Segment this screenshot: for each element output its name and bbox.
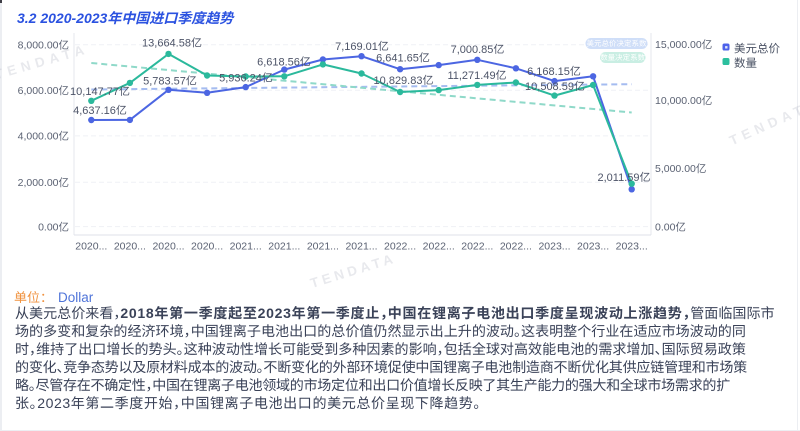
svg-text:5,936.24亿: 5,936.24亿 xyxy=(219,72,273,85)
svg-text:2023...: 2023... xyxy=(616,241,648,253)
svg-text:2023...: 2023... xyxy=(577,241,609,253)
svg-text:2,000.00亿: 2,000.00亿 xyxy=(18,176,69,189)
svg-text:2023...: 2023... xyxy=(538,241,570,253)
svg-text:0.00亿: 0.00亿 xyxy=(38,220,69,233)
svg-text:11,271.49亿: 11,271.49亿 xyxy=(447,69,506,82)
svg-text:7,169.01亿: 7,169.01亿 xyxy=(335,40,389,53)
svg-text:美元总价: 美元总价 xyxy=(734,43,780,56)
svg-text:10,829.83亿: 10,829.83亿 xyxy=(374,74,434,87)
svg-text:15,000.00亿: 15,000.00亿 xyxy=(655,38,712,51)
svg-text:6,618.56亿: 6,618.56亿 xyxy=(257,56,311,69)
svg-text:13,664.58亿: 13,664.58亿 xyxy=(142,37,202,50)
svg-text:2021...: 2021... xyxy=(230,241,262,253)
svg-text:2020...: 2020... xyxy=(114,241,146,253)
svg-text:2021...: 2021... xyxy=(268,241,300,253)
svg-text:2021...: 2021... xyxy=(345,241,377,253)
svg-text:美元总价决定系数: 美元总价决定系数 xyxy=(587,39,647,48)
svg-text:6,000.00亿: 6,000.00亿 xyxy=(18,84,69,97)
svg-text:2021...: 2021... xyxy=(307,241,339,253)
svg-text:5,783.57亿: 5,783.57亿 xyxy=(143,75,197,88)
svg-text:10,000.00亿: 10,000.00亿 xyxy=(655,94,712,107)
svg-text:7,000.85亿: 7,000.85亿 xyxy=(451,43,505,56)
svg-text:2,011.59亿: 2,011.59亿 xyxy=(597,171,650,184)
svg-text:数量: 数量 xyxy=(734,57,757,70)
svg-text:8,000.00亿: 8,000.00亿 xyxy=(18,39,69,52)
svg-text:2020...: 2020... xyxy=(191,241,223,253)
svg-text:4,637.16亿: 4,637.16亿 xyxy=(73,104,127,117)
svg-text:2022...: 2022... xyxy=(461,241,493,253)
svg-text:5,000.00亿: 5,000.00亿 xyxy=(655,162,706,175)
svg-text:2020...: 2020... xyxy=(152,241,184,253)
svg-text:10,147.77亿: 10,147.77亿 xyxy=(70,85,130,98)
svg-text:数量决定系数: 数量决定系数 xyxy=(600,53,645,62)
svg-text:6,641.65亿: 6,641.65亿 xyxy=(376,52,430,65)
svg-text:2022...: 2022... xyxy=(500,241,532,253)
svg-text:6,168.15亿: 6,168.15亿 xyxy=(527,65,581,78)
svg-text:0.00亿: 0.00亿 xyxy=(655,220,686,233)
svg-text:10,508.59亿: 10,508.59亿 xyxy=(525,80,585,93)
svg-text:2022...: 2022... xyxy=(423,241,455,253)
svg-text:4,000.00亿: 4,000.00亿 xyxy=(18,130,69,143)
svg-text:2022...: 2022... xyxy=(384,241,416,253)
svg-text:2020...: 2020... xyxy=(75,241,107,253)
